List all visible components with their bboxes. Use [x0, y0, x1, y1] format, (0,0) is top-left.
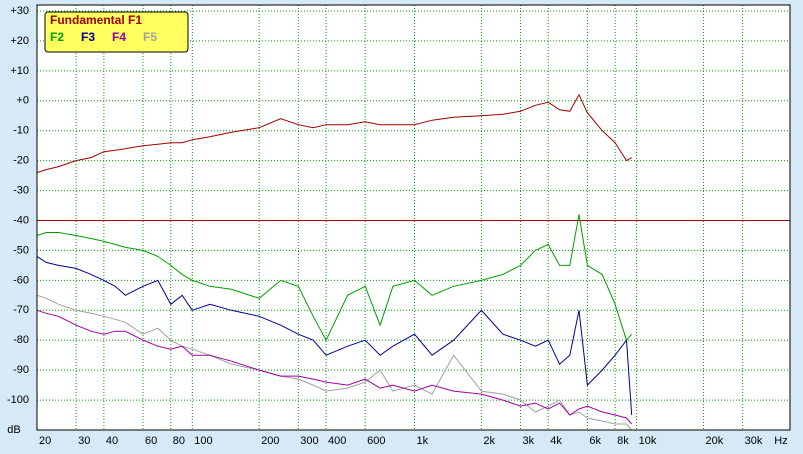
y-tick-label: +10 — [10, 65, 29, 77]
x-tick-label: 300 — [300, 435, 318, 447]
legend: Fundamental F1 F2 F3 F4 F5 — [44, 11, 189, 53]
y-tick-label: -10 — [13, 125, 29, 137]
legend-entry: F3 — [81, 30, 95, 44]
plot-border — [36, 4, 791, 431]
legend-entry: F4 — [112, 30, 126, 44]
plot-area — [37, 5, 790, 430]
y-tick-label: -60 — [13, 274, 29, 286]
x-tick-label: 100 — [194, 435, 212, 447]
x-tick-label: 200 — [261, 435, 279, 447]
y-tick-label: -50 — [13, 244, 29, 256]
x-tick-label: 8k — [617, 435, 629, 447]
y-tick-label: +30 — [10, 5, 29, 17]
x-tick-label: 20k — [706, 435, 724, 447]
legend-entry: Fundamental F1 — [50, 13, 142, 27]
x-tick-label: 400 — [328, 435, 346, 447]
x-tick-label: 6k — [589, 435, 601, 447]
x-tick-label: 4k — [550, 435, 562, 447]
y-tick-label: -100 — [7, 394, 29, 406]
y-tick-label: -30 — [13, 184, 29, 196]
y-tick-label: -80 — [13, 334, 29, 346]
y-tick-label: +20 — [10, 35, 29, 47]
x-tick-label: 2k — [483, 435, 495, 447]
grid — [36, 5, 790, 430]
x-tick-label: 20 — [39, 435, 51, 447]
legend-entry: F2 — [50, 30, 64, 44]
x-tick-label: 30k — [745, 435, 763, 447]
x-axis-label: Hz — [774, 435, 787, 447]
series-line — [36, 255, 633, 416]
series-line — [36, 214, 633, 342]
x-tick-label: 40 — [106, 435, 118, 447]
y-tick-label: -90 — [13, 364, 29, 376]
series-lines — [36, 93, 790, 431]
series-line — [36, 294, 633, 431]
y-tick-label: -70 — [13, 304, 29, 316]
x-tick-label: 60 — [145, 435, 157, 447]
legend-entry: F5 — [143, 30, 157, 44]
y-tick-label: -40 — [13, 214, 29, 226]
x-tick-label: 600 — [367, 435, 385, 447]
y-tick-label: +0 — [16, 95, 29, 107]
x-tick-label: 3k — [522, 435, 534, 447]
x-tick-label: 10k — [639, 435, 657, 447]
series-line — [36, 309, 633, 425]
x-tick-label: 80 — [173, 435, 185, 447]
series-line — [36, 93, 632, 174]
x-tick-label: 1k — [416, 435, 428, 447]
x-tick-label: 30 — [78, 435, 90, 447]
legend-box — [44, 11, 189, 53]
y-tick-label: -20 — [13, 155, 29, 167]
y-axis-label: dB — [7, 424, 20, 436]
